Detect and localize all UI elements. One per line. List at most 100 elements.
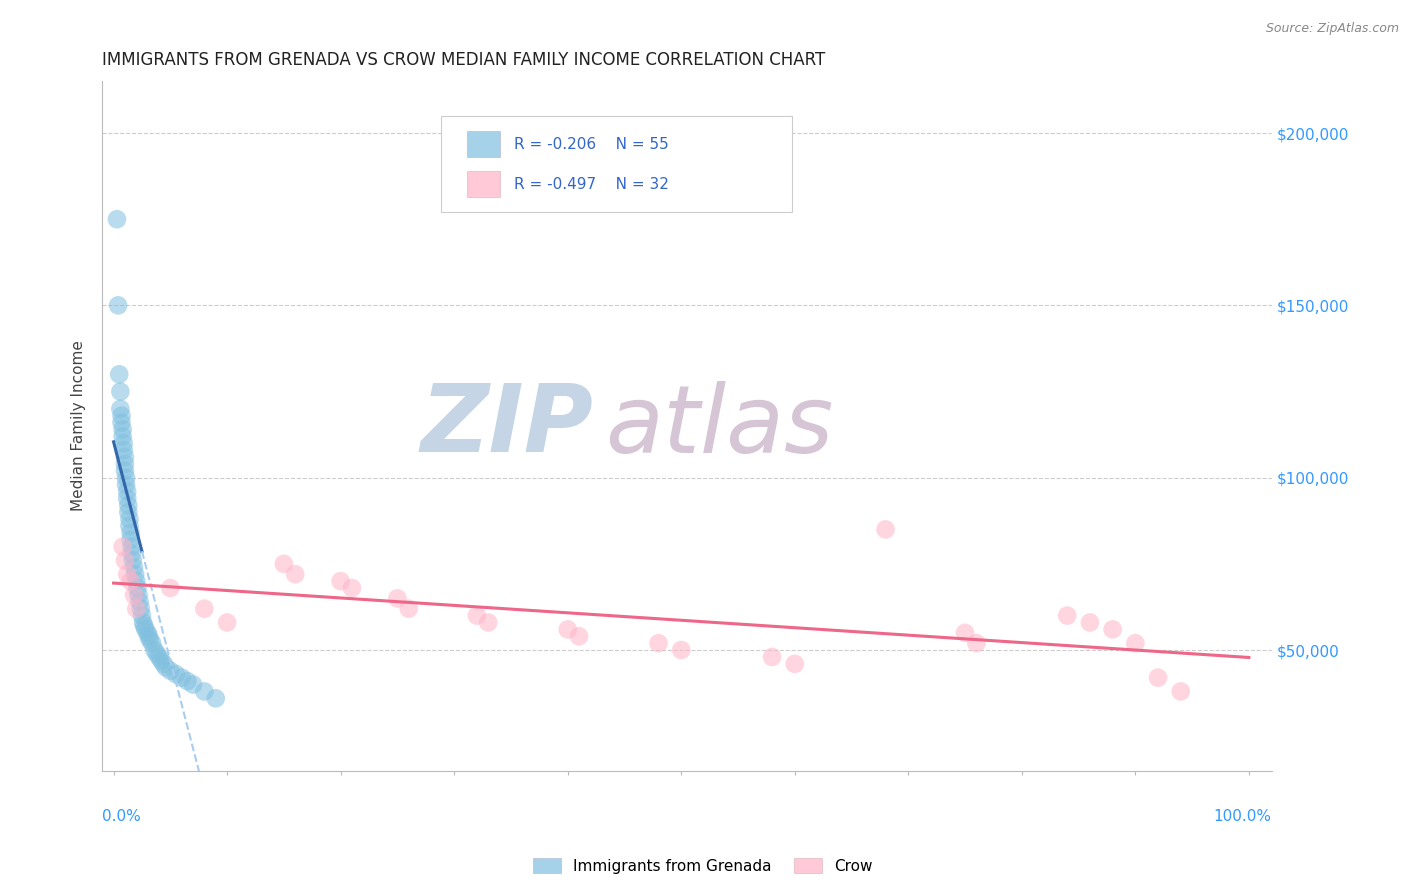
Text: Source: ZipAtlas.com: Source: ZipAtlas.com	[1265, 22, 1399, 36]
Point	[115, 484, 138, 499]
Point	[112, 436, 135, 450]
Point	[111, 429, 134, 443]
Point	[761, 650, 783, 665]
Point	[112, 443, 135, 458]
Point	[132, 615, 155, 630]
Point	[143, 643, 166, 657]
Point	[181, 677, 204, 691]
Point	[953, 625, 976, 640]
Point	[125, 574, 148, 588]
Point	[124, 567, 146, 582]
Y-axis label: Median Family Income: Median Family Income	[72, 341, 86, 511]
Point	[125, 601, 148, 615]
Text: 100.0%: 100.0%	[1213, 809, 1271, 823]
FancyBboxPatch shape	[467, 171, 499, 197]
Point	[783, 657, 806, 671]
Point	[136, 625, 159, 640]
Point	[477, 615, 499, 630]
Point	[671, 643, 693, 657]
Text: ZIP: ZIP	[420, 380, 593, 472]
Point	[1101, 623, 1123, 637]
Point	[114, 464, 136, 478]
Point	[647, 636, 669, 650]
Point	[121, 547, 143, 561]
Point	[121, 553, 143, 567]
Point	[141, 636, 163, 650]
Point	[159, 664, 181, 678]
Point	[193, 601, 215, 615]
Point	[170, 671, 193, 685]
Point	[134, 623, 156, 637]
Point	[122, 560, 145, 574]
Point	[557, 623, 579, 637]
Text: atlas: atlas	[605, 381, 834, 472]
Point	[1078, 615, 1101, 630]
Point	[115, 567, 138, 582]
Point	[329, 574, 352, 588]
Point	[398, 601, 420, 615]
Point	[176, 674, 198, 689]
Point	[111, 540, 134, 554]
Point	[115, 491, 138, 506]
Point	[568, 629, 591, 643]
Point	[138, 629, 160, 643]
FancyBboxPatch shape	[441, 116, 792, 212]
Point	[965, 636, 987, 650]
Point	[128, 588, 150, 602]
Point	[122, 588, 145, 602]
Point	[465, 608, 488, 623]
Point	[114, 450, 136, 464]
Text: R = -0.206    N = 55: R = -0.206 N = 55	[513, 136, 669, 152]
Point	[120, 533, 142, 547]
Point	[131, 608, 153, 623]
Point	[155, 660, 177, 674]
Point	[1056, 608, 1078, 623]
Point	[387, 591, 409, 606]
Point	[111, 422, 134, 436]
Point	[152, 657, 174, 671]
Point	[159, 581, 181, 595]
Point	[121, 540, 143, 554]
Point	[165, 667, 187, 681]
Point	[127, 581, 149, 595]
Point	[139, 632, 162, 647]
Point	[108, 368, 131, 382]
Point	[340, 581, 363, 595]
Point	[110, 401, 132, 416]
Point	[1125, 636, 1147, 650]
Point	[150, 653, 173, 667]
Legend: Immigrants from Grenada, Crow: Immigrants from Grenada, Crow	[527, 852, 879, 880]
FancyBboxPatch shape	[467, 131, 499, 157]
Point	[134, 619, 156, 633]
Point	[105, 212, 128, 227]
Point	[118, 512, 141, 526]
Point	[129, 601, 152, 615]
Point	[114, 457, 136, 471]
Point	[110, 409, 132, 423]
Point	[115, 477, 138, 491]
Point	[204, 691, 226, 706]
Point	[1147, 671, 1170, 685]
Point	[117, 498, 139, 512]
Point	[273, 557, 295, 571]
Point	[120, 574, 142, 588]
Point	[217, 615, 239, 630]
Point	[148, 650, 170, 665]
Point	[1170, 684, 1192, 698]
Point	[117, 505, 139, 519]
Text: R = -0.497    N = 32: R = -0.497 N = 32	[513, 177, 669, 192]
Text: 0.0%: 0.0%	[103, 809, 141, 823]
Point	[875, 523, 897, 537]
Point	[120, 525, 142, 540]
Point	[114, 553, 136, 567]
Text: IMMIGRANTS FROM GRENADA VS CROW MEDIAN FAMILY INCOME CORRELATION CHART: IMMIGRANTS FROM GRENADA VS CROW MEDIAN F…	[103, 51, 825, 69]
Point	[110, 416, 132, 430]
Point	[145, 647, 167, 661]
Point	[115, 471, 138, 485]
Point	[128, 595, 150, 609]
Point	[118, 519, 141, 533]
Point	[193, 684, 215, 698]
Point	[284, 567, 307, 582]
Point	[110, 384, 132, 399]
Point	[107, 298, 129, 312]
